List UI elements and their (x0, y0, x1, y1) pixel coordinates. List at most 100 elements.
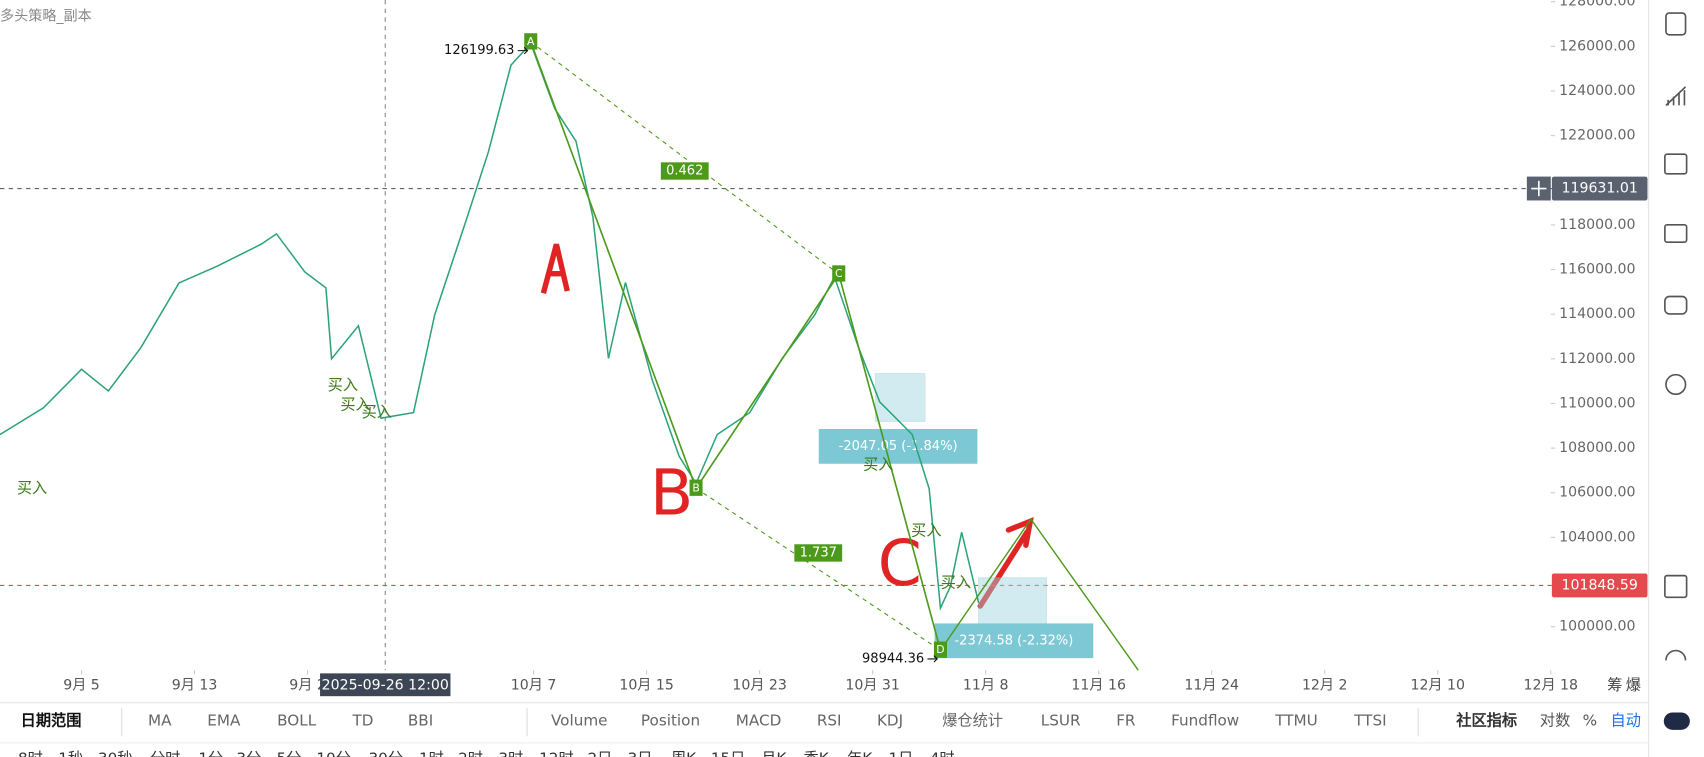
x-tick-label: 10月 31 (845, 677, 900, 693)
indicator-tab[interactable]: Position (641, 712, 700, 730)
buy-signal: 买入 (941, 574, 971, 592)
hand-arrow (977, 516, 1034, 609)
ratio-bg (660, 162, 709, 180)
interval-tab[interactable]: 8时 (18, 750, 43, 757)
projection-line (939, 517, 1139, 671)
interval-tab[interactable]: 30分 (369, 750, 404, 757)
interval-tab[interactable]: 周K (671, 750, 697, 757)
side-label[interactable]: 筹 (1607, 676, 1622, 694)
x-tick-label: 9月 5 (63, 677, 100, 693)
hand-letter-shape (540, 243, 570, 294)
indicator-tab[interactable]: TTMU (1274, 712, 1318, 730)
icon[interactable] (1664, 153, 1688, 175)
indicator-tab[interactable]: Fundflow (1171, 712, 1239, 730)
date-range[interactable]: 日期范围 (21, 712, 82, 730)
side-label[interactable]: 爆 (1626, 676, 1641, 694)
pattern-point-bg (933, 641, 947, 658)
indicator-tab[interactable]: 爆仓统计 (942, 712, 1003, 730)
indicator-tab[interactable]: EMA (207, 712, 241, 730)
percent-toggle[interactable]: % (1583, 712, 1597, 730)
buy-signal: 买入 (328, 376, 358, 394)
ratio-label: 0.462 (666, 164, 703, 179)
y-tick-label: 128000.00 (1559, 0, 1635, 10)
ratio-label: 1.737 (800, 545, 837, 560)
interval-tab[interactable]: 1日 (888, 750, 913, 757)
price-label-bg (1551, 573, 1648, 598)
price-label-bg (1551, 176, 1648, 201)
pattern-point-label: A (527, 35, 535, 48)
auto-toggle[interactable]: 自动 (1611, 712, 1641, 730)
icon[interactable] (1665, 373, 1687, 396)
y-tick-label: 118000.00 (1559, 217, 1635, 233)
y-tick-label: 106000.00 (1559, 485, 1635, 501)
x-tick-label: 10月 23 (732, 677, 787, 693)
extreme-arrow (927, 655, 938, 663)
pattern-point-label: C (835, 267, 843, 280)
x-tick-label: 9月 13 (172, 677, 218, 693)
crosshair-label-bg (320, 673, 451, 697)
x-tick-label: 12月 18 (1524, 677, 1579, 693)
indicator-tab[interactable]: Volume (551, 712, 608, 730)
measure-label: -2374.58 (-2.32%) (954, 633, 1073, 648)
log-toggle[interactable]: 对数 (1540, 712, 1570, 730)
extreme-label: 126199.63 (444, 43, 514, 58)
indicator-tab[interactable]: KDJ (877, 712, 903, 730)
ratio-line (530, 41, 840, 275)
buy-signal: 买入 (863, 455, 893, 473)
hand-letter: C (878, 527, 922, 600)
interval-tab[interactable]: 2时 (458, 750, 483, 757)
indicator-tab[interactable]: MACD (736, 712, 782, 730)
crosshair-label: 2025-09-26 12:00 (322, 677, 449, 693)
indicator-tab[interactable]: RSI (817, 712, 842, 730)
indicator-tab[interactable]: BBI (408, 712, 433, 730)
interval-tab[interactable]: 10分 (316, 750, 351, 757)
x-tick-label: 11月 24 (1184, 677, 1239, 693)
interval-tab[interactable]: 1秒 (58, 750, 83, 757)
indicator-tab[interactable]: FR (1116, 712, 1136, 730)
measure-box (818, 428, 978, 464)
indicator-tab[interactable]: BOLL (277, 712, 317, 730)
assistant-icon[interactable] (1663, 712, 1690, 730)
icon[interactable] (1664, 574, 1688, 599)
interval-tab[interactable]: 年K (847, 750, 873, 757)
pattern-point-label: B (692, 481, 699, 494)
interval-tab[interactable]: 分时 (150, 750, 180, 757)
interval-tab[interactable]: 2日 (587, 750, 612, 757)
indicator-tab[interactable]: TTSI (1353, 712, 1386, 730)
y-tick-label: 116000.00 (1559, 262, 1635, 278)
pattern-point-bg (689, 479, 703, 496)
icon[interactable] (1665, 12, 1687, 36)
x-tick-label: 10月 15 (619, 677, 674, 693)
community-indicators[interactable]: 社区指标 (1455, 712, 1517, 730)
x-tick-label: 11月 16 (1071, 677, 1126, 693)
buy-signal: 买入 (17, 479, 47, 497)
indicator-tab[interactable]: TD (351, 712, 373, 730)
y-tick-label: 124000.00 (1559, 83, 1635, 99)
measure-range (874, 373, 926, 422)
interval-tab[interactable]: 12时 (539, 750, 574, 757)
interval-tab[interactable]: 15日 (711, 750, 746, 757)
icon[interactable] (1665, 86, 1687, 106)
interval-tab[interactable]: 季K (804, 750, 830, 757)
measure-box (934, 623, 1094, 659)
pattern-line (530, 41, 942, 651)
icon[interactable] (1664, 224, 1688, 244)
buy-signal: 买入 (340, 396, 370, 414)
interval-tab[interactable]: 4时 (930, 750, 955, 757)
icon[interactable] (1665, 649, 1687, 661)
sidebar-icons (1664, 12, 1688, 661)
interval-tab[interactable]: 30秒 (98, 750, 133, 757)
x-tick-label: 12月 10 (1410, 677, 1465, 693)
indicator-tab[interactable]: LSUR (1041, 712, 1081, 730)
interval-tab[interactable]: 3日 (628, 750, 653, 757)
indicator-tab[interactable]: MA (148, 712, 172, 730)
y-tick-label: 100000.00 (1559, 619, 1635, 635)
icon[interactable] (1664, 295, 1688, 315)
interval-tab[interactable]: 1时 (419, 750, 444, 757)
interval-tab[interactable]: 3分 (236, 750, 261, 757)
interval-tab[interactable]: 1分 (198, 750, 223, 757)
interval-tab[interactable]: 5分 (277, 750, 302, 757)
interval-tab[interactable]: 3时 (498, 750, 523, 757)
interval-tab[interactable]: 月K (761, 750, 787, 757)
